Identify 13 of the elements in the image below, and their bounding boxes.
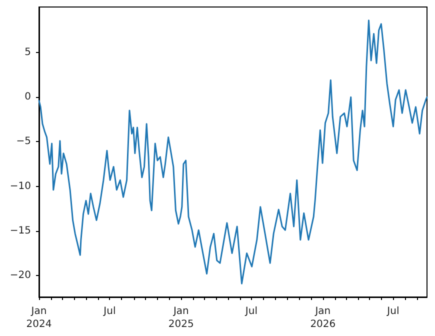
x-tick-label: Jan 2024 bbox=[26, 306, 52, 330]
y-tick-label: −5 bbox=[16, 136, 31, 148]
y-tick-label: −15 bbox=[10, 225, 31, 236]
x-tick-label: Jul bbox=[102, 306, 116, 317]
line-series bbox=[38, 20, 428, 284]
y-tick-label: −10 bbox=[10, 180, 31, 192]
y-tick-label: −20 bbox=[10, 270, 31, 282]
x-tick-label: Jan 2025 bbox=[168, 306, 194, 330]
x-tick-label: Jan 2026 bbox=[310, 306, 336, 330]
y-tick-label: 5 bbox=[24, 47, 31, 58]
y-tick-label: 0 bbox=[24, 92, 31, 103]
x-tick-label: Jul bbox=[386, 306, 400, 317]
x-tick-label: Jul bbox=[244, 306, 258, 317]
